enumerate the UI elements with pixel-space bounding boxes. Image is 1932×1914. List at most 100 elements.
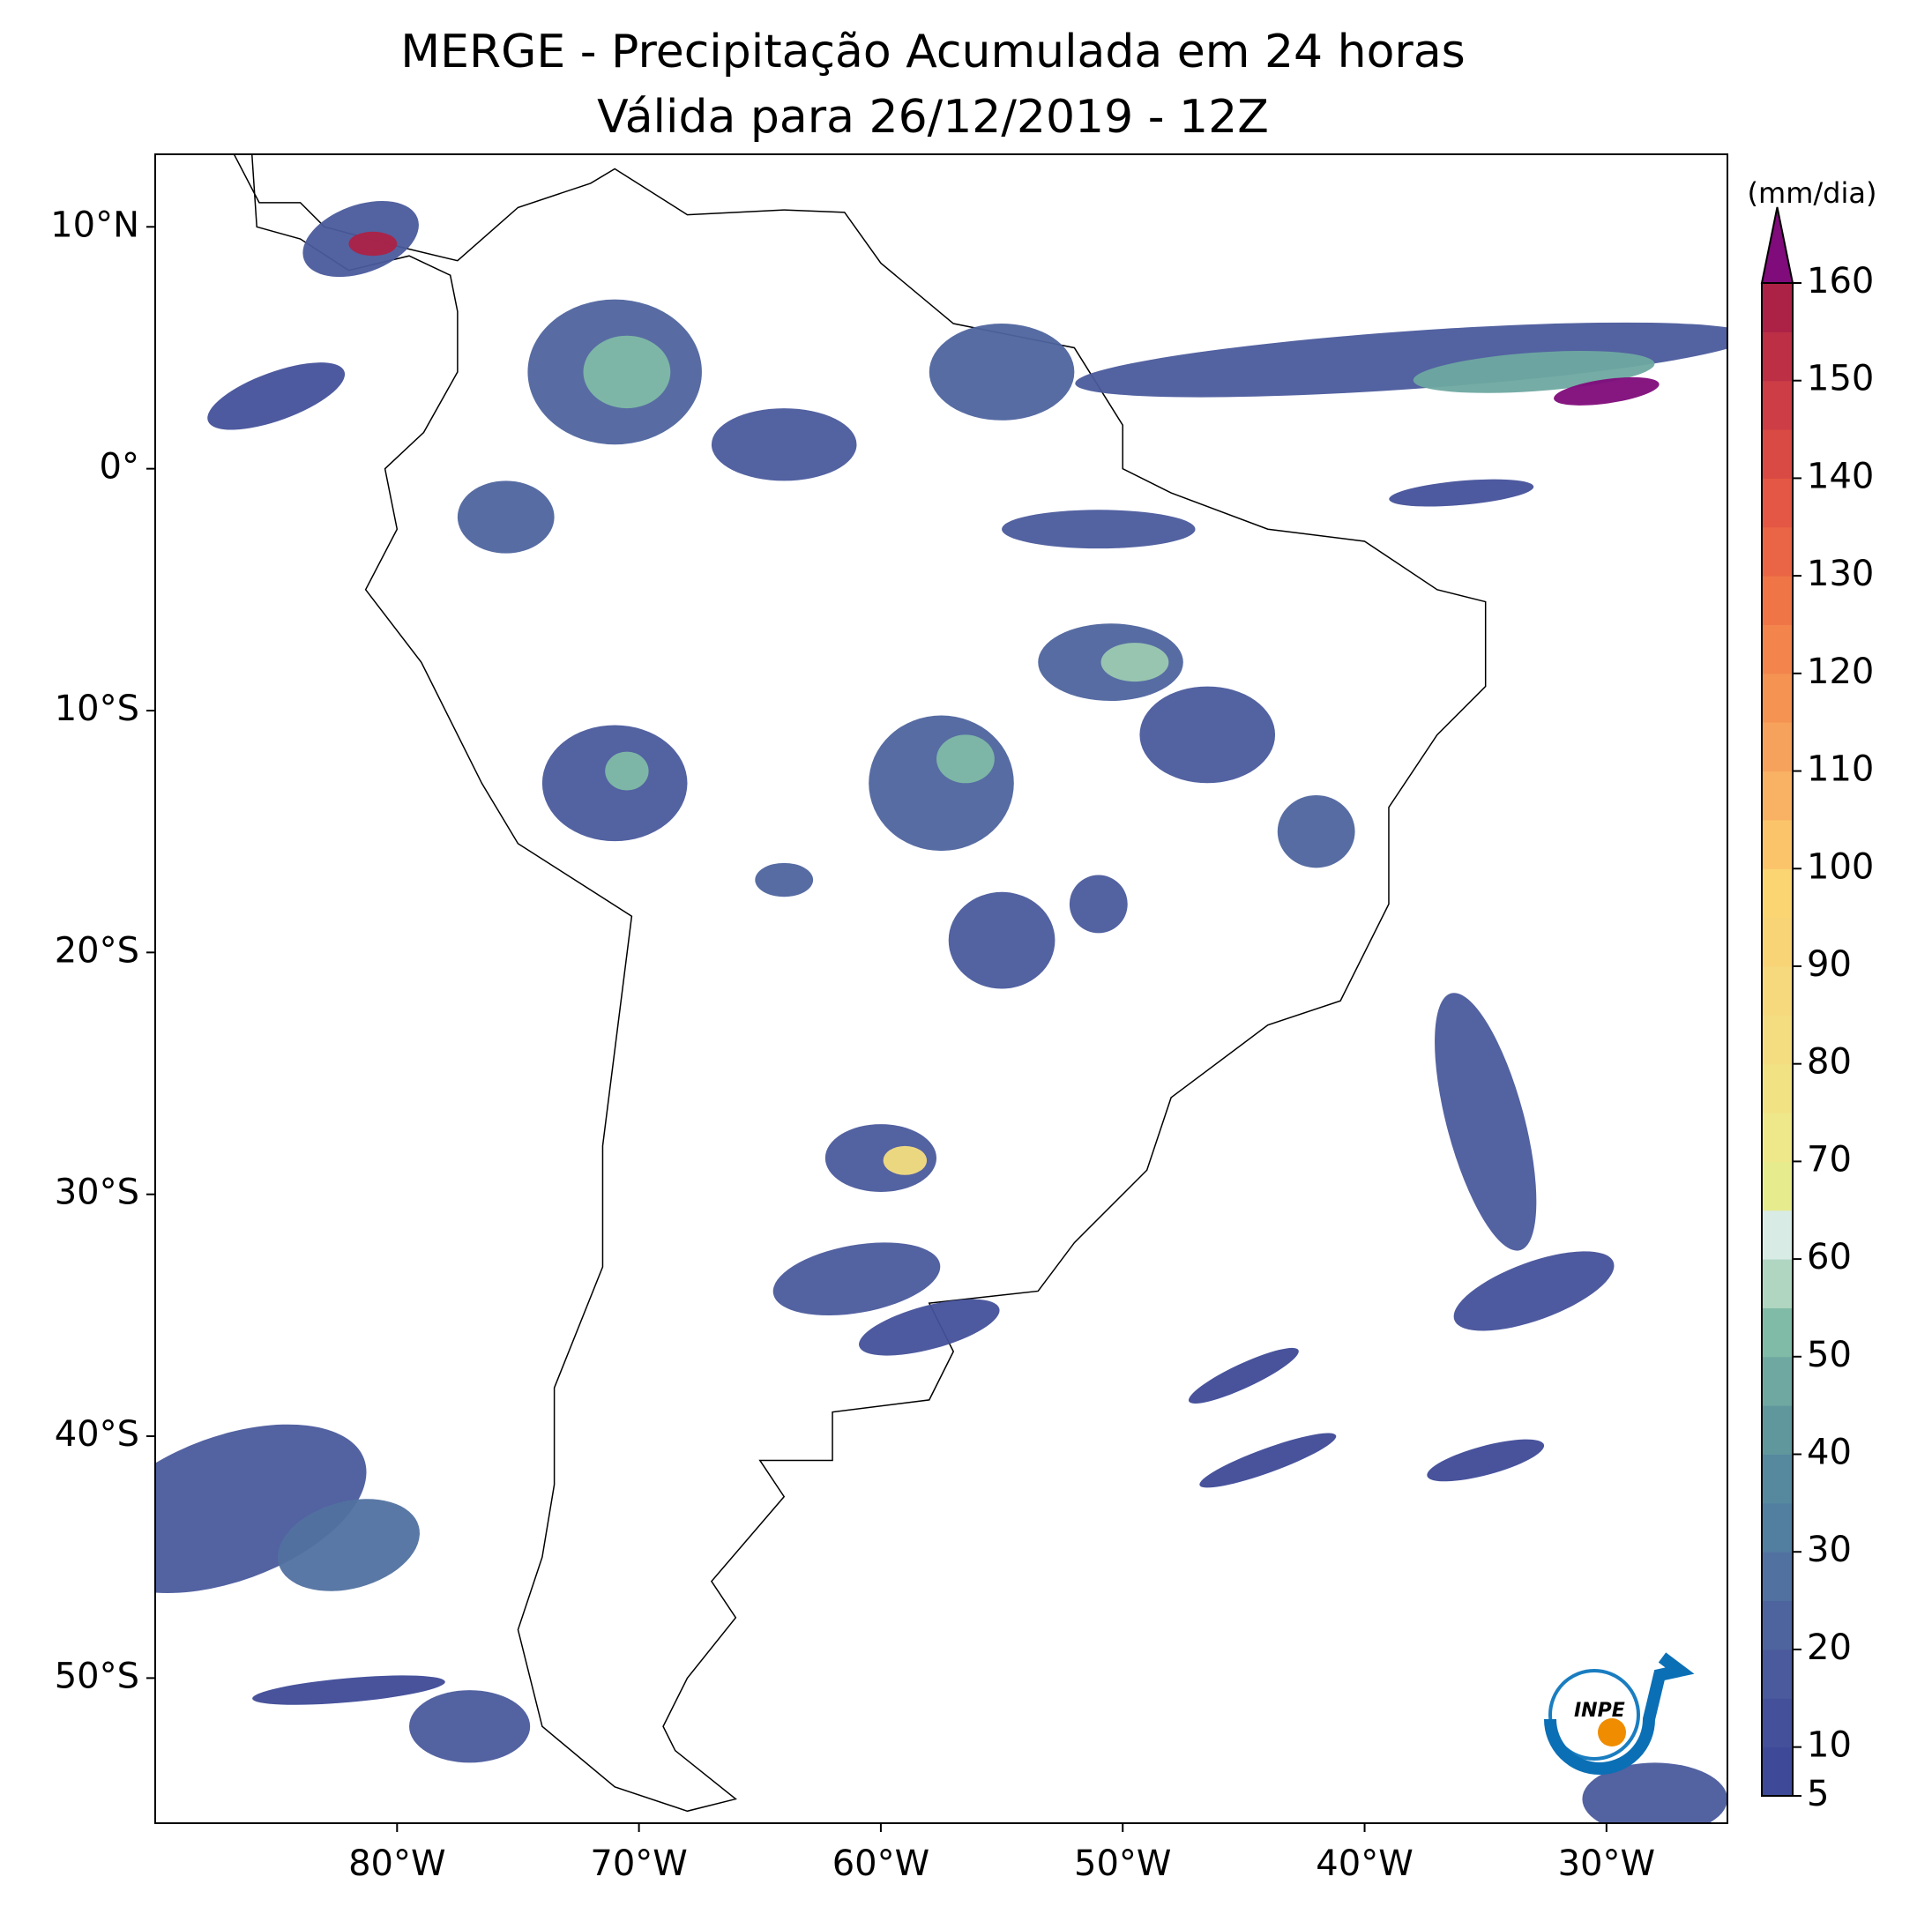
- precip-area: [711, 408, 857, 481]
- precip-area: [1100, 643, 1169, 682]
- colorbar-bin: [1762, 819, 1793, 869]
- colorbar-tick-label: 110: [1807, 749, 1874, 790]
- precip-area: [859, 1299, 1000, 1356]
- logo-ring: [1548, 1669, 1640, 1761]
- precip-area: [883, 1145, 928, 1175]
- colorbar-tick-label: 70: [1807, 1139, 1852, 1180]
- precip-area: [1188, 1347, 1299, 1404]
- colorbar-bin: [1762, 1307, 1793, 1358]
- precip-area: [1277, 795, 1355, 868]
- colorbar-bin: [1762, 1746, 1793, 1797]
- precip-area: [1002, 510, 1196, 549]
- precip-area: [1069, 875, 1128, 934]
- colorbar-tick-label: 80: [1807, 1042, 1852, 1083]
- precip-area: [277, 1499, 420, 1591]
- colorbar-bin: [1762, 1356, 1793, 1406]
- y-tick-label: 0°: [100, 447, 139, 488]
- colorbar-tick-label: 10: [1807, 1725, 1852, 1766]
- precip-area: [1199, 1433, 1337, 1488]
- colorbar-bin: [1762, 624, 1793, 674]
- colorbar-bin: [1762, 283, 1793, 332]
- inpe-logo: INPE: [1544, 1652, 1695, 1775]
- colorbar-tick-label: 140: [1807, 456, 1874, 496]
- logo-dot: [1598, 1718, 1626, 1746]
- x-tick-label: 30°W: [1558, 1843, 1655, 1884]
- precip-area: [1427, 1439, 1545, 1482]
- precip-area: [755, 862, 814, 897]
- colorbar-bin: [1762, 1015, 1793, 1065]
- colorbar-bin: [1762, 771, 1793, 821]
- y-tick-label: 10°N: [50, 205, 139, 245]
- x-tick-label: 80°W: [348, 1843, 445, 1884]
- colorbar-bin: [1762, 965, 1793, 1016]
- precip-area: [824, 1124, 937, 1192]
- precip-area: [1453, 1251, 1615, 1331]
- y-tick-label: 30°S: [55, 1173, 139, 1213]
- colorbar-bin: [1762, 722, 1793, 772]
- x-tick-label: 70°W: [590, 1843, 687, 1884]
- colorbar-tick-label: 160: [1807, 261, 1874, 302]
- precip-area: [252, 1675, 445, 1705]
- x-tick-label: 60°W: [832, 1843, 929, 1884]
- colorbar-bin: [1762, 331, 1793, 382]
- precip-area: [1389, 479, 1534, 507]
- precip-area: [583, 335, 671, 409]
- colorbar-bin: [1762, 1113, 1793, 1162]
- colorbar-bin: [1762, 1210, 1793, 1260]
- colorbar-bin: [1762, 1502, 1793, 1553]
- map-area: [155, 154, 1727, 1823]
- colorbar-bin: [1762, 380, 1793, 430]
- colorbar-tick-label: 130: [1807, 554, 1874, 594]
- colorbar-bin: [1762, 673, 1793, 723]
- colorbar-tick-label: 100: [1807, 846, 1874, 887]
- precip-area: [1582, 1762, 1727, 1823]
- x-tick-label: 50°W: [1074, 1843, 1171, 1884]
- colorbar-bin: [1762, 1552, 1793, 1602]
- y-tick-label: 50°S: [55, 1656, 139, 1696]
- precip-area: [1139, 686, 1276, 784]
- colorbar-tick-label: 20: [1807, 1627, 1852, 1668]
- colorbar-bin: [1762, 1405, 1793, 1456]
- colorbar-tick-label: 40: [1807, 1433, 1852, 1473]
- colorbar-bin: [1762, 1063, 1793, 1113]
- precip-area: [348, 231, 398, 257]
- precip-area: [772, 1242, 941, 1316]
- precip-area: [457, 480, 555, 554]
- title: MERGE - Precipitação Acumulada em 24 hor…: [400, 26, 1466, 78]
- colorbar-tick-label: 5: [1807, 1774, 1829, 1814]
- precip-area: [605, 751, 649, 791]
- x-tick-label: 40°W: [1316, 1843, 1413, 1884]
- colorbar-bin: [1762, 478, 1793, 528]
- colorbar-bin: [1762, 1454, 1793, 1504]
- y-tick-label: 10°S: [55, 689, 139, 729]
- colorbar-bin: [1762, 429, 1793, 479]
- colorbar-extend: [1760, 206, 1794, 284]
- colorbar-tick-label: 90: [1807, 944, 1852, 985]
- logo-text: INPE: [1574, 1700, 1625, 1722]
- precip-area: [936, 734, 995, 784]
- precip-area: [948, 891, 1056, 989]
- precip-area: [1554, 376, 1660, 406]
- precip-area: [929, 324, 1075, 421]
- map-frame: [154, 153, 1728, 1824]
- colorbar-bin: [1762, 1259, 1793, 1308]
- y-tick-label: 40°S: [55, 1414, 139, 1455]
- colorbar-frame: [1761, 282, 1794, 1797]
- colorbar-tick-label: 120: [1807, 652, 1874, 692]
- colorbar-bin: [1762, 1649, 1793, 1699]
- colorbar-tick-label: 30: [1807, 1530, 1852, 1570]
- continent: [233, 154, 1487, 1813]
- colorbar-bin: [1762, 1161, 1793, 1211]
- colorbar-bin: [1762, 1698, 1793, 1748]
- subtitle: Válida para 26/12/2019 - 12Z: [597, 91, 1269, 144]
- precip-area: [409, 1690, 531, 1763]
- precip-area: [207, 362, 346, 430]
- colorbar-bin: [1762, 917, 1793, 967]
- precip-area: [869, 715, 1014, 852]
- colorbar-bin: [1762, 868, 1793, 919]
- colorbar-bin: [1762, 1600, 1793, 1650]
- colorbar-tick-label: 50: [1807, 1335, 1852, 1375]
- colorbar-tick-label: 60: [1807, 1237, 1852, 1277]
